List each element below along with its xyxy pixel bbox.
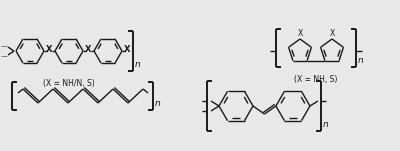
Text: n: n bbox=[323, 120, 329, 129]
Text: X: X bbox=[329, 29, 335, 38]
Text: X: X bbox=[297, 29, 303, 38]
Text: —: — bbox=[0, 43, 8, 49]
Text: X: X bbox=[124, 45, 130, 55]
Text: X: X bbox=[85, 45, 91, 55]
Text: n: n bbox=[135, 60, 141, 69]
Text: (X = NH/N, S): (X = NH/N, S) bbox=[43, 79, 95, 88]
Text: (X = NH, S): (X = NH, S) bbox=[294, 75, 338, 84]
Text: —: — bbox=[0, 53, 8, 59]
Text: X: X bbox=[46, 45, 52, 55]
Text: n: n bbox=[358, 56, 364, 65]
Text: n: n bbox=[155, 99, 161, 108]
